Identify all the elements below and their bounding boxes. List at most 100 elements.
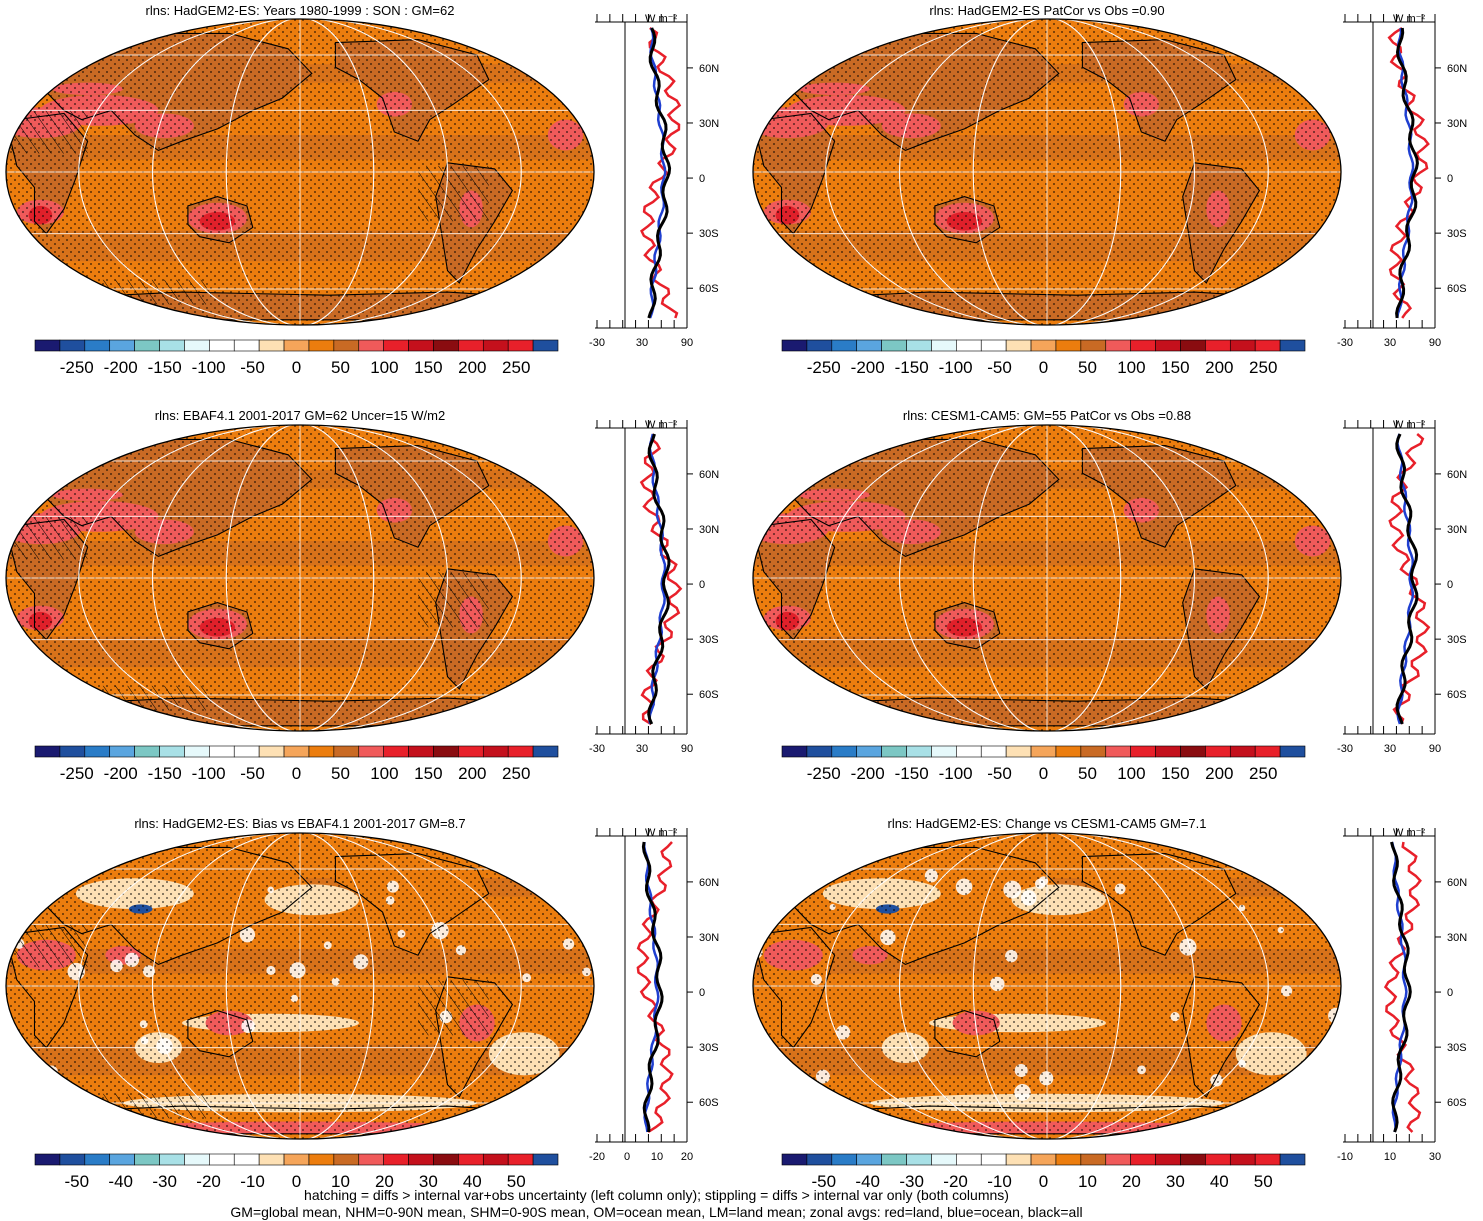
colorbar-swatch bbox=[1254, 1153, 1281, 1166]
colorbar-label: -10 bbox=[987, 1172, 1012, 1191]
colorbar-swatch bbox=[433, 1153, 459, 1166]
colorbar-swatch bbox=[433, 745, 459, 758]
colorbar-label: -250 bbox=[807, 358, 841, 377]
colorbar-label: -50 bbox=[64, 1172, 89, 1191]
colorbar-swatch bbox=[109, 1153, 135, 1166]
lat-tick-label: 30S bbox=[1447, 634, 1467, 646]
colorbar-swatch bbox=[1030, 339, 1057, 352]
colorbar-swatch bbox=[507, 339, 534, 352]
colorbar-swatch bbox=[532, 745, 559, 758]
colorbar-swatch bbox=[258, 1153, 285, 1166]
colorbar-label: 40 bbox=[1210, 1172, 1229, 1191]
colorbar-swatch bbox=[333, 1153, 360, 1166]
colorbar-label: 250 bbox=[502, 358, 530, 377]
colorbar-swatch bbox=[383, 339, 409, 352]
colorbar-swatch bbox=[881, 339, 907, 352]
colorbar-swatch bbox=[856, 745, 882, 758]
colorbar-swatch bbox=[159, 339, 185, 352]
hatch-overlay bbox=[418, 571, 489, 628]
zonal-xtick-label: -30 bbox=[589, 337, 605, 349]
colorbar-swatch bbox=[1155, 745, 1181, 758]
colorbar-swatch bbox=[84, 339, 111, 352]
colorbar-swatch bbox=[34, 339, 61, 352]
colorbar-label: -40 bbox=[855, 1172, 880, 1191]
colorbar-label: 150 bbox=[1161, 764, 1189, 783]
colorbar-swatch bbox=[134, 339, 160, 352]
colorbar-label: -20 bbox=[196, 1172, 221, 1191]
land-greenland bbox=[488, 27, 548, 55]
colorbar-label: 50 bbox=[507, 1172, 526, 1191]
colorbar-swatch bbox=[184, 339, 210, 352]
colorbar-label: 0 bbox=[1039, 358, 1048, 377]
colorbar-swatch bbox=[482, 745, 509, 758]
lat-tick-label: 30S bbox=[1447, 1042, 1467, 1054]
colorbar-swatch bbox=[856, 1153, 882, 1166]
colorbar-swatch bbox=[159, 1153, 185, 1166]
zonal-xtick-label: 30 bbox=[636, 337, 648, 349]
lat-tick-label: 0 bbox=[699, 173, 705, 185]
colorbar-swatch bbox=[1055, 745, 1082, 758]
colorbar-swatch bbox=[1130, 745, 1156, 758]
zonal-line-land bbox=[1387, 26, 1430, 319]
colorbar-label: 100 bbox=[370, 764, 398, 783]
colorbar-swatch bbox=[1005, 745, 1032, 758]
colorbar-label: 150 bbox=[414, 764, 442, 783]
colorbar-swatch bbox=[781, 1153, 808, 1166]
colorbar-swatch bbox=[84, 1153, 111, 1166]
colorbar-label: -250 bbox=[60, 358, 94, 377]
colorbar-swatch bbox=[333, 745, 360, 758]
colorbar-swatch bbox=[34, 1153, 61, 1166]
lat-tick-label: 30S bbox=[1447, 228, 1467, 240]
colorbar-swatch bbox=[458, 1153, 484, 1166]
colorbar-label: 250 bbox=[1249, 358, 1277, 377]
colorbar-swatch bbox=[1229, 1153, 1256, 1166]
map-panel bbox=[5, 832, 595, 1140]
land-greenland bbox=[1235, 841, 1295, 869]
colorbar-label: 100 bbox=[1117, 764, 1145, 783]
colorbar-swatch bbox=[1030, 745, 1057, 758]
colorbar-swatch bbox=[34, 745, 61, 758]
lat-tick-label: 30N bbox=[1447, 118, 1467, 130]
zonal-line-ocean bbox=[648, 433, 667, 725]
lat-tick-label: 30N bbox=[1447, 524, 1467, 536]
colorbar-swatch bbox=[980, 339, 1007, 352]
colorbar-swatch bbox=[1229, 745, 1256, 758]
colorbar-swatch bbox=[956, 745, 982, 758]
zonal-line-all bbox=[647, 433, 671, 725]
colorbar-label: -250 bbox=[60, 764, 94, 783]
colorbar-label: -200 bbox=[104, 358, 138, 377]
colorbar-swatch bbox=[383, 1153, 409, 1166]
lat-tick-label: 60N bbox=[699, 469, 719, 481]
lat-tick-label: 60N bbox=[1447, 877, 1467, 889]
lat-tick-label: 0 bbox=[1447, 987, 1453, 999]
colorbar-swatch bbox=[831, 745, 858, 758]
colorbar-swatch bbox=[1155, 1153, 1181, 1166]
panel-title: rlns: HadGEM2-ES: Bias vs EBAF4.1 2001-2… bbox=[134, 816, 466, 831]
colorbar-swatch bbox=[283, 339, 310, 352]
panel-title: rlns: CESM1-CAM5: GM=55 PatCor vs Obs =0… bbox=[902, 408, 1192, 423]
colorbar-swatch bbox=[1279, 1153, 1306, 1166]
lat-tick-label: 60S bbox=[1447, 689, 1467, 701]
colorbar-label: 0 bbox=[292, 1172, 301, 1191]
colorbar-swatch bbox=[1254, 745, 1281, 758]
colorbar-swatch bbox=[1279, 339, 1306, 352]
colorbar-label: 0 bbox=[292, 358, 301, 377]
colorbar-swatch bbox=[1105, 745, 1131, 758]
lat-tick-label: 60N bbox=[699, 63, 719, 75]
colorbar-swatch bbox=[59, 745, 86, 758]
colorbar-swatch bbox=[507, 1153, 534, 1166]
colorbar: -250 -200 -150 -100 -50 0 50 100 150 200 250 bbox=[781, 339, 1306, 377]
colorbar-label: -50 bbox=[240, 358, 265, 377]
land-greenland bbox=[1235, 27, 1295, 55]
zonal-line-all bbox=[647, 27, 672, 319]
hatch-overlay bbox=[6, 516, 88, 560]
zonal-xtick-label: 30 bbox=[1384, 337, 1396, 349]
map-border bbox=[5, 18, 595, 326]
zonal-line-land bbox=[640, 26, 682, 319]
colorbar: -50 -40 -30 -20 -10 0 10 20 30 40 50 bbox=[34, 1153, 559, 1191]
zonal-xtick-label: 0 bbox=[624, 1151, 630, 1163]
